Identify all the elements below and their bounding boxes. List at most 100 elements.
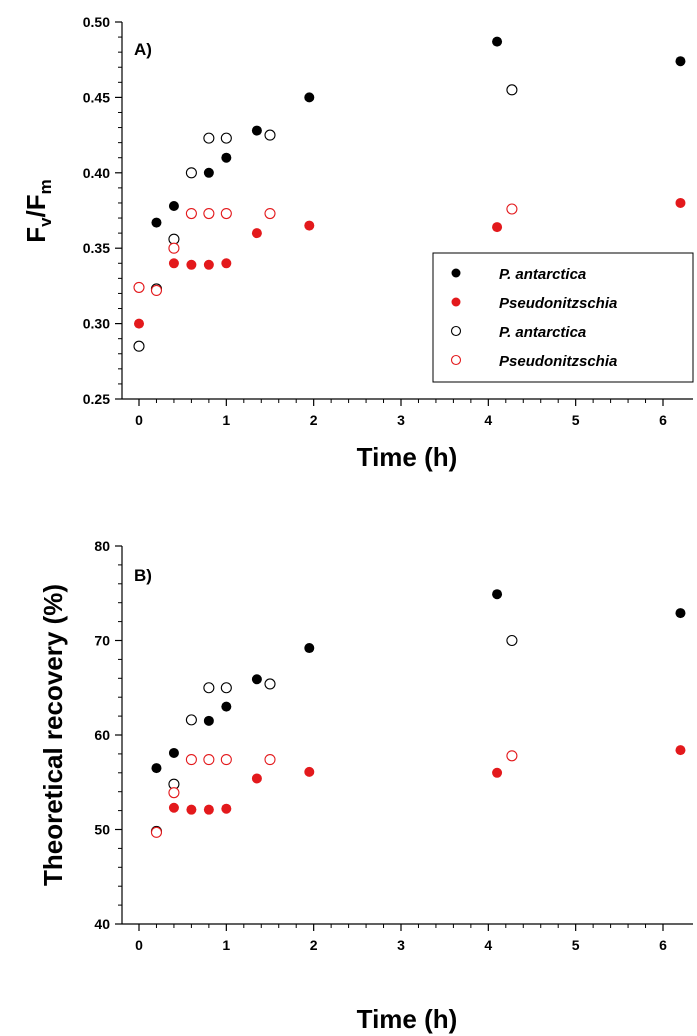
x-tick-label: 4 xyxy=(484,412,492,428)
x-tick-label: 0 xyxy=(135,937,143,953)
panel-a-point-s3 xyxy=(506,203,518,215)
panel-b-point-s3 xyxy=(264,754,276,766)
panel-b-y-axis-title: Theoretical recovery (%) xyxy=(38,584,68,886)
panel-b-chart: 40 50 60 70 80 0 1 2 3 4 5 6 B) Theoretical recover… xyxy=(38,538,693,1034)
panel-a-point-s2 xyxy=(264,129,276,141)
panel-a-point-s3 xyxy=(133,281,145,293)
panel-b-point-s0 xyxy=(221,701,232,712)
panel-a-point-s0 xyxy=(168,200,179,211)
panel-b-axes: 40 50 60 70 80 0 1 2 3 4 5 6 xyxy=(94,538,667,953)
panel-b-point-s2 xyxy=(264,678,276,690)
y-tick-label: 0.40 xyxy=(83,165,110,181)
panel-b-point-s0 xyxy=(168,747,179,758)
x-tick-label: 6 xyxy=(659,937,667,953)
x-tick-label: 3 xyxy=(397,412,405,428)
x-tick-label: 1 xyxy=(222,937,230,953)
panel-b-point-s3 xyxy=(506,750,518,762)
panel-b-point-s0 xyxy=(203,715,214,726)
y-tick-label: 0.50 xyxy=(83,14,110,30)
panel-a-point-s0 xyxy=(203,167,214,178)
panel-a-point-s1 xyxy=(304,220,315,231)
legend: P. antarctica Pseudonitzschia P. antarct… xyxy=(432,252,694,383)
panel-b-point-s1 xyxy=(251,773,262,784)
panel-b-point-s0 xyxy=(492,589,503,600)
panel-b-point-s0 xyxy=(675,608,686,619)
panel-b-point-s3 xyxy=(203,754,215,766)
panel-a-label: A) xyxy=(134,40,152,59)
y-tick-label: 0.30 xyxy=(83,316,110,332)
y-tick-label: 50 xyxy=(94,822,110,838)
y-tick-label: 80 xyxy=(94,538,110,554)
y-tick-label: 0.25 xyxy=(83,391,110,407)
legend-marker xyxy=(450,354,462,366)
y-tick-label: 0.35 xyxy=(83,240,110,256)
panel-b-point-s2 xyxy=(185,714,197,726)
panel-a-point-s1 xyxy=(251,228,262,239)
legend-item-p-antarctica-open: P. antarctica xyxy=(450,324,586,341)
panel-a-point-s1 xyxy=(221,258,232,269)
panel-b-label: B) xyxy=(134,566,152,585)
x-tick-label: 5 xyxy=(572,412,580,428)
legend-label: P. antarctica xyxy=(499,324,586,341)
x-tick-label: 2 xyxy=(310,412,318,428)
panel-b-point-s0 xyxy=(151,763,162,774)
x-tick-label: 3 xyxy=(397,937,405,953)
legend-item-p-antarctica-filled: P. antarctica xyxy=(451,266,586,283)
panel-b-point-s1 xyxy=(186,804,197,815)
panel-a-chart: 0.25 0.30 0.35 0.40 0.45 0.50 0 1 2 3 4 5 6 A) Fv/Fm… xyxy=(21,14,694,472)
legend-label: Pseudonitzschia xyxy=(499,353,617,370)
panel-a-point-s0 xyxy=(221,152,232,163)
panel-b-point-s2 xyxy=(203,682,215,694)
legend-item-pseudonitzschia-open: Pseudonitzschia xyxy=(450,353,617,370)
panel-a-point-s0 xyxy=(251,125,262,136)
panel-b-point-s3 xyxy=(168,787,180,799)
y-tick-label: 60 xyxy=(94,727,110,743)
legend-marker xyxy=(450,325,462,337)
panel-a-point-s2 xyxy=(185,167,197,179)
x-tick-label: 4 xyxy=(484,937,492,953)
panel-b-point-s2 xyxy=(506,634,518,647)
panel-a-point-s2 xyxy=(506,84,518,96)
legend-marker xyxy=(451,268,461,278)
panel-b-point-s1 xyxy=(304,766,315,777)
x-tick-label: 6 xyxy=(659,412,667,428)
panel-a-point-s1 xyxy=(186,259,197,270)
legend-label: Pseudonitzschia xyxy=(499,295,617,312)
panel-a-point-s3 xyxy=(150,284,163,296)
panel-a-point-s3 xyxy=(264,207,276,220)
panel-b-point-s2 xyxy=(220,682,232,694)
x-tick-label: 0 xyxy=(135,412,143,428)
x-tick-label: 1 xyxy=(222,412,230,428)
panel-a-point-s3 xyxy=(203,207,215,220)
x-tick-label: 5 xyxy=(572,937,580,953)
panel-a-point-s0 xyxy=(151,217,162,228)
panel-a-x-axis-title: Time (h) xyxy=(357,442,458,472)
panel-b-point-s3 xyxy=(220,754,232,766)
panel-a-point-s0 xyxy=(492,36,503,47)
panel-a-point-s3 xyxy=(185,207,197,220)
x-tick-label: 2 xyxy=(310,937,318,953)
panel-a-point-s0 xyxy=(304,92,315,103)
panel-b-point-s1 xyxy=(221,803,232,814)
panel-a-point-s1 xyxy=(168,258,179,269)
panel-b-point-s0 xyxy=(304,643,315,654)
panel-b-x-axis-title: Time (h) xyxy=(357,1004,458,1034)
panel-a-y-axis-title: Fv/Fm xyxy=(21,179,55,243)
panel-a-points xyxy=(133,36,686,352)
panel-b-point-s1 xyxy=(675,745,686,756)
panel-a-point-s1 xyxy=(492,222,503,233)
panel-a-point-s1 xyxy=(203,259,214,270)
panel-a-point-s3 xyxy=(168,242,180,254)
legend-box xyxy=(432,252,694,383)
panel-a-point-s2 xyxy=(220,132,232,144)
panel-a-point-s1 xyxy=(134,318,144,329)
panel-b-point-s1 xyxy=(492,767,503,778)
y-tick-label: 40 xyxy=(94,916,110,932)
panel-b-point-s1 xyxy=(203,804,214,815)
y-tick-label: 0.45 xyxy=(83,89,110,105)
legend-marker xyxy=(451,297,461,307)
panel-b-point-s0 xyxy=(251,674,262,685)
legend-item-pseudonitzschia-filled: Pseudonitzschia xyxy=(451,295,617,312)
panel-b-point-s3 xyxy=(185,754,197,766)
